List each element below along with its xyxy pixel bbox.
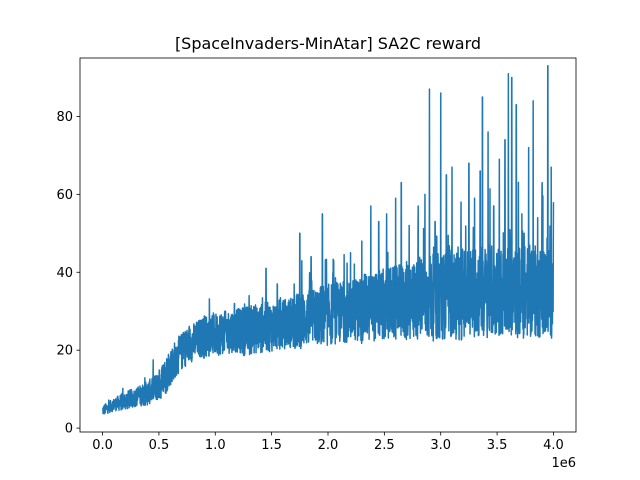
chart-title: [SpaceInvaders-MinAtar] SA2C reward <box>175 34 481 53</box>
x-tick-label: 2.5 <box>374 438 395 453</box>
y-axis: 0 20 40 60 80 <box>56 110 80 437</box>
y-tick-label: 0 <box>65 422 73 437</box>
y-tick-label: 80 <box>56 110 73 125</box>
series-line <box>101 65 555 415</box>
x-tick-label: 3.5 <box>487 438 508 453</box>
x-tick-label: 3.0 <box>430 438 451 453</box>
y-tick-label: 40 <box>56 266 73 281</box>
x-tick-label: 4.0 <box>543 438 564 453</box>
x-axis: 0.0 0.5 1.0 1.5 2.0 2.5 3.0 3.5 4.0 <box>92 432 564 453</box>
x-tick-label: 1.5 <box>261 438 282 453</box>
x-tick-label: 2.0 <box>318 438 339 453</box>
x-tick-label: 0.5 <box>149 438 170 453</box>
x-axis-offset-label: 1e6 <box>551 456 576 471</box>
x-tick-label: 0.0 <box>92 438 113 453</box>
plot-area <box>79 57 577 433</box>
y-tick-label: 20 <box>56 344 73 359</box>
x-tick-label: 1.0 <box>205 438 226 453</box>
y-tick-label: 60 <box>56 188 73 203</box>
